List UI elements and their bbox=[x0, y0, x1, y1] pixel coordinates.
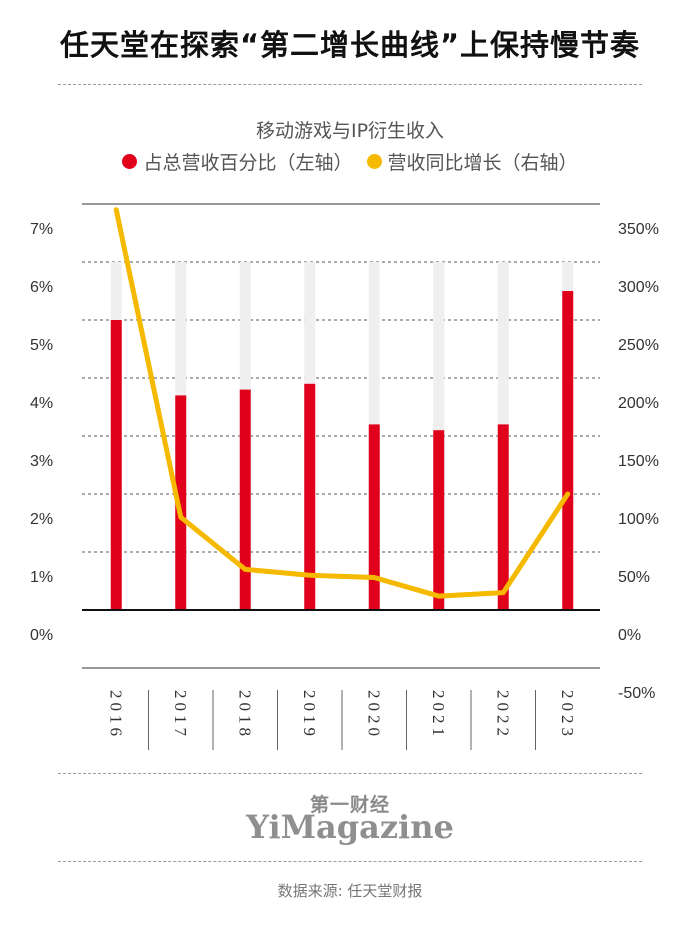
right-axis-tick: 200% bbox=[618, 395, 659, 412]
right-axis-tick: 300% bbox=[618, 279, 659, 296]
left-axis-tick: 2% bbox=[30, 511, 53, 528]
right-axis-tick: 0% bbox=[618, 627, 641, 644]
bar-2017 bbox=[175, 395, 187, 610]
right-axis-tick: -50% bbox=[618, 685, 655, 702]
category-label: 2019 bbox=[300, 690, 319, 740]
bar-2023 bbox=[562, 291, 574, 610]
legend-label-share: 占总营收百分比（左轴） bbox=[143, 152, 353, 174]
legend-item-growth: 营收同比增长（右轴） bbox=[366, 148, 578, 175]
category-label: 2021 bbox=[429, 690, 448, 740]
growth-line bbox=[113, 207, 571, 599]
source-note: 数据来源: 任天堂财报 bbox=[277, 882, 423, 900]
category-label: 2022 bbox=[493, 690, 512, 740]
category-label: 2017 bbox=[171, 690, 190, 740]
left-axis-tick: 4% bbox=[30, 395, 53, 412]
right-axis-tick: 100% bbox=[618, 511, 659, 528]
left-axis-tick: 1% bbox=[30, 569, 53, 586]
bar-2021 bbox=[433, 430, 445, 610]
left-axis-tick: 7% bbox=[30, 221, 53, 238]
bar-2018 bbox=[239, 389, 251, 610]
category-label: 2018 bbox=[235, 690, 254, 740]
legend: 占总营收百分比（左轴） 营收同比增长（右轴） bbox=[0, 148, 700, 175]
legend-item-share: 占总营收百分比（左轴） bbox=[122, 148, 353, 175]
bar-2020 bbox=[368, 424, 380, 610]
chart-title: 移动游戏与IP衍生收入 bbox=[255, 120, 445, 142]
left-axis-tick: 6% bbox=[30, 279, 53, 296]
right-axis-tick: 350% bbox=[618, 221, 659, 238]
category-label: 2020 bbox=[364, 690, 383, 740]
right-axis-tick: 150% bbox=[618, 453, 659, 470]
title-divider bbox=[58, 84, 642, 85]
right-axis-tick: 250% bbox=[618, 337, 659, 354]
chart-plot: 0% 1% 2% 3% 4% 5% 6% 7% -50% 0% 50% 100% 150% 200% 250… bbox=[30, 203, 659, 750]
chart-headline: 任天堂在探索“第二增长曲线”上保持慢节奏 bbox=[59, 28, 641, 62]
left-axis-tick: 5% bbox=[30, 337, 53, 354]
left-axis-tick: 3% bbox=[30, 453, 53, 470]
legend-red-dot-icon bbox=[122, 154, 138, 169]
left-axis-tick: 0% bbox=[30, 627, 53, 644]
bar-2016 bbox=[110, 320, 122, 610]
right-axis-tick: 50% bbox=[618, 569, 650, 586]
category-label: 2016 bbox=[106, 690, 125, 740]
bar-2022 bbox=[497, 424, 509, 610]
bar-2019 bbox=[304, 383, 316, 610]
logo-cn: 第一财经 bbox=[309, 794, 390, 816]
footer-divider bbox=[58, 773, 642, 774]
logo-en: YiMagazine bbox=[246, 808, 454, 846]
legend-label-growth: 营收同比增长（右轴） bbox=[387, 152, 578, 174]
category-label: 2023 bbox=[558, 690, 577, 740]
source-divider bbox=[58, 861, 642, 862]
legend-yellow-dot-icon bbox=[366, 154, 382, 169]
